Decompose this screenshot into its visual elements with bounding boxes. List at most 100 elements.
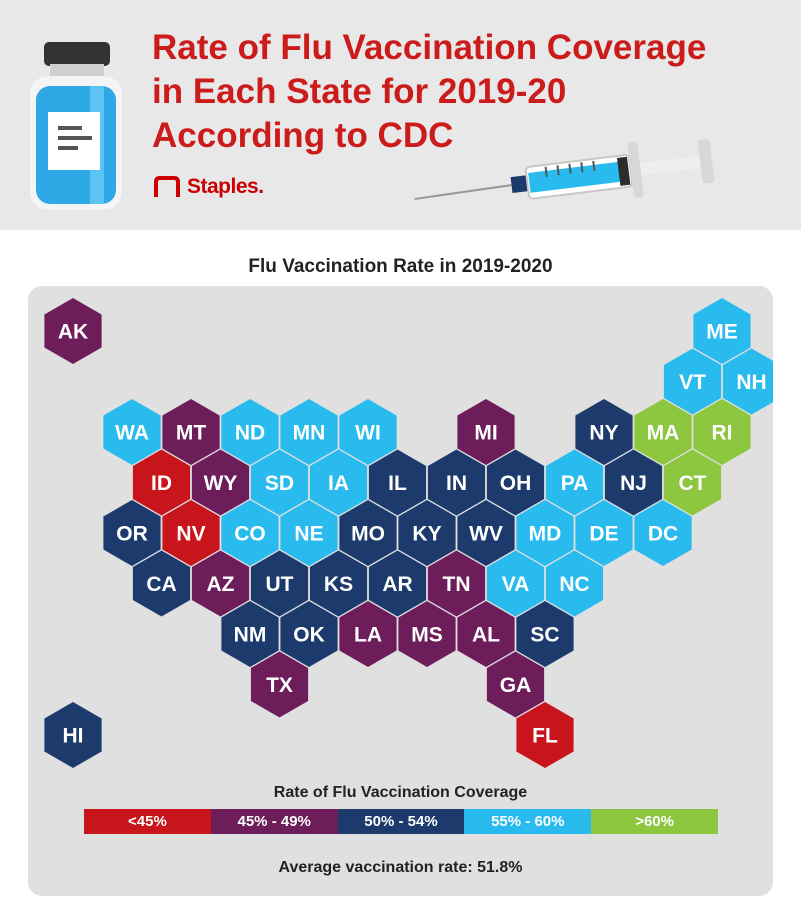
state-hex-va: VA: [486, 550, 545, 617]
state-label: OR: [116, 523, 148, 546]
state-hex-shape: [368, 449, 427, 516]
state-hex-shape: [44, 702, 102, 768]
state-hex-al: AL: [457, 601, 515, 667]
hex-map: AK ME VT NH WA MT ND MN WI MI NY MA RI ID WY SD IA IL IN OH…: [44, 298, 773, 768]
legend-item: 55% - 60%: [464, 809, 592, 834]
state-hex-shape: [693, 399, 751, 465]
state-label: OK: [293, 624, 325, 647]
state-label: FL: [532, 725, 558, 748]
state-label: TX: [266, 674, 293, 697]
brand-name: Staples.: [187, 175, 264, 198]
state-label: WV: [469, 523, 503, 546]
state-hex-hi: HI: [44, 702, 102, 768]
state-hex-shape: [250, 550, 309, 617]
state-hex-shape: [191, 449, 250, 516]
state-hex-nv: NV: [162, 500, 220, 566]
state-hex-ca: CA: [132, 550, 191, 617]
state-label: AL: [472, 624, 500, 647]
legend-item: 50% - 54%: [337, 809, 465, 834]
state-hex-co: CO: [221, 500, 279, 566]
state-label: RI: [712, 422, 733, 445]
state-label: MN: [293, 422, 326, 445]
average-rate: Average vaccination rate: 51.8%: [278, 859, 523, 876]
state-hex-nh: NH: [722, 348, 773, 415]
state-label: NV: [176, 523, 205, 546]
state-label: NM: [234, 624, 267, 647]
state-hex-ma: MA: [634, 399, 692, 465]
page-title: Rate of Flu Vaccination Coverage in Each…: [152, 26, 772, 158]
state-label: HI: [63, 725, 84, 748]
state-label: MS: [411, 624, 443, 647]
state-hex-shape: [457, 500, 515, 566]
state-label: OH: [500, 472, 532, 495]
state-hex-il: IL: [368, 449, 427, 516]
state-hex-mo: MO: [339, 500, 397, 566]
state-label: SD: [265, 472, 294, 495]
vaccine-vial-icon: [30, 42, 122, 210]
state-hex-tn: TN: [427, 550, 486, 617]
state-hex-shape: [250, 651, 309, 718]
state-hex-shape: [221, 601, 279, 667]
state-hex-ne: NE: [280, 500, 338, 566]
state-label: NJ: [620, 472, 647, 495]
state-hex-id: ID: [132, 449, 191, 516]
state-hex-shape: [339, 500, 397, 566]
state-hex-shape: [457, 399, 515, 465]
state-hex-ct: CT: [663, 449, 722, 516]
state-label: NE: [294, 523, 323, 546]
state-label: ID: [151, 472, 172, 495]
staples-logo-icon: [154, 176, 180, 197]
state-hex-ia: IA: [309, 449, 368, 516]
state-label: IN: [446, 472, 467, 495]
state-label: ME: [706, 321, 738, 344]
state-hex-oh: OH: [486, 449, 545, 516]
state-hex-nd: ND: [221, 399, 279, 465]
state-label: TN: [443, 573, 471, 596]
state-hex-ar: AR: [368, 550, 427, 617]
header-banner: Rate of Flu Vaccination Coverage in Each…: [0, 0, 801, 230]
state-hex-shape: [604, 449, 663, 516]
state-hex-mi: MI: [457, 399, 515, 465]
state-hex-az: AZ: [191, 550, 250, 617]
state-label: MT: [176, 422, 206, 445]
state-label: DE: [589, 523, 618, 546]
state-hex-shape: [191, 550, 250, 617]
state-label: MD: [529, 523, 562, 546]
state-hex-wv: WV: [457, 500, 515, 566]
state-hex-sd: SD: [250, 449, 309, 516]
state-hex-shape: [486, 651, 545, 718]
brand-logo: Staples.: [153, 174, 264, 200]
title-line: Rate of Flu Vaccination Coverage: [152, 28, 707, 67]
state-label: KY: [412, 523, 441, 546]
state-hex-shape: [132, 449, 191, 516]
legend-item: >60%: [591, 809, 718, 834]
state-hex-shape: [368, 550, 427, 617]
map-title: Flu Vaccination Rate in 2019-2020: [248, 256, 553, 277]
state-label: DC: [648, 523, 678, 546]
state-hex-shape: [280, 601, 338, 667]
state-hex-shape: [663, 348, 722, 415]
state-hex-shape: [486, 550, 545, 617]
state-label: NY: [589, 422, 618, 445]
state-label: UT: [266, 573, 294, 596]
state-hex-shape: [457, 601, 515, 667]
state-hex-shape: [162, 500, 220, 566]
state-hex-me: ME: [693, 298, 751, 364]
state-hex-ky: KY: [398, 500, 456, 566]
state-label: MI: [474, 422, 497, 445]
state-label: PA: [561, 472, 589, 495]
state-hex-mt: MT: [162, 399, 220, 465]
legend-title: Rate of Flu Vaccination Coverage: [273, 784, 528, 801]
state-hex-shape: [486, 449, 545, 516]
state-hex-or: OR: [103, 500, 161, 566]
state-hex-ut: UT: [250, 550, 309, 617]
state-label: IL: [388, 472, 407, 495]
legend-item: 45% - 49%: [210, 809, 338, 834]
state-hex-la: LA: [339, 601, 397, 667]
state-label: IA: [328, 472, 349, 495]
state-hex-wy: WY: [191, 449, 250, 516]
state-label: VT: [679, 371, 706, 394]
state-hex-shape: [132, 550, 191, 617]
state-label: SC: [530, 624, 559, 647]
state-hex-shape: [339, 399, 397, 465]
